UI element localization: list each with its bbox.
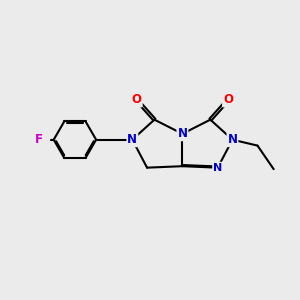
Text: N: N <box>177 127 188 140</box>
Text: O: O <box>132 93 142 106</box>
Text: N: N <box>227 133 237 146</box>
Text: N: N <box>127 133 137 146</box>
Text: O: O <box>223 93 233 106</box>
Text: F: F <box>35 133 43 146</box>
Text: N: N <box>213 163 222 173</box>
